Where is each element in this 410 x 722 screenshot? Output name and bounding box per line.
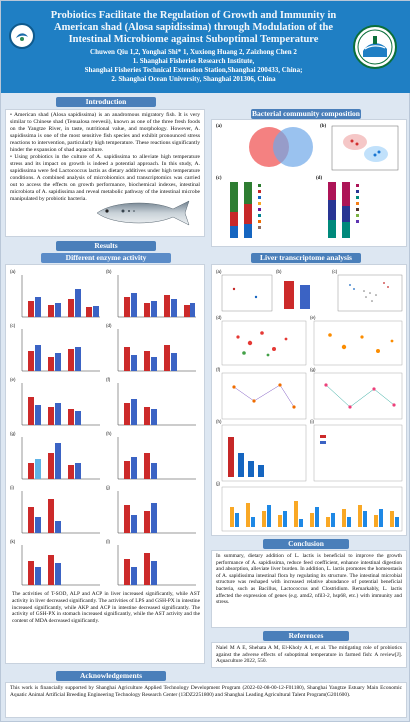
svg-text:(h): (h) [216,419,222,424]
bacterial-panel: (a) (b) (c) (d) [211,119,407,247]
enzyme-bar-charts: (a) (b) (c) (d) (e) (f) (g) (h) (i) (j) (k) (l… [10,269,196,586]
intro-paragraph-1: • American shad (Alosa sapidissima) is a… [10,112,200,153]
genus-stacked-bar [328,182,359,238]
acknowledgements-text: This work is financially supported by Sh… [10,685,402,698]
author-list: Chuwen Qiu 1,2, Yonghai Shi* 1, Xuxiong … [90,48,297,56]
svg-text:(f): (f) [106,377,111,382]
svg-text:(d): (d) [106,323,112,328]
liver-panel: (a) (b) (c) (d) (e) (f) (g) (h) (i) (j) [211,264,407,536]
fig-label-a: (a) [216,124,222,129]
acknowledgements-heading: Acknowledgements [56,671,166,681]
svg-text:(c): (c) [10,323,16,328]
svg-text:(b): (b) [276,269,282,274]
reference-item: Naiel M A E, Shehata A M, El-Kholy A I, … [216,645,402,665]
liver-heading: Liver transcriptome analysis [251,253,361,263]
poster-title: Probiotics Facilitate the Regulation of … [50,10,337,45]
affiliation-3: 2. Shanghai Ocean University, Shanghai 2… [111,75,276,83]
svg-text:(c): (c) [332,269,338,274]
results-heading: Results [56,241,156,251]
venn-diagram [249,127,313,167]
conclusion-heading: Conclusion [263,539,349,549]
svg-text:(b): (b) [106,269,112,274]
liver-transcriptome-figures: (a) (b) (c) (d) (e) (f) (g) (h) (i) (j) [216,269,403,532]
svg-text:(a): (a) [10,269,16,274]
conclusion-panel: In summary, dietary addition of L. lacti… [211,550,407,628]
references-panel: Naiel M A E, Shehata A M, El-Kholy A I, … [211,642,407,668]
svg-text:(i): (i) [310,419,314,424]
svg-text:(i): (i) [10,485,14,490]
shad-fish-image [96,200,190,226]
references-heading: References [263,631,349,641]
svg-text:(j): (j) [216,481,220,486]
acknowledgements-panel: This work is financially supported by Sh… [5,682,407,718]
enzyme-panel: (a) (b) (c) (d) (e) (f) (g) (h) (i) (j) (k) (l… [5,264,205,664]
svg-text:(g): (g) [10,431,16,436]
phylum-stacked-bar [230,182,261,238]
bacterial-heading: Bacterial community composition [251,109,361,119]
svg-text:(g): (g) [310,367,316,372]
affiliation-1: 1. Shanghai Fisheries Research Institute… [132,57,255,65]
conclusion-text: In summary, dietary addition of L. lacti… [216,553,402,606]
affiliation-2: Shanghai Fisheries Technical Extension S… [84,66,303,74]
svg-text:(a): (a) [216,269,222,274]
svg-text:(d): (d) [216,315,222,320]
author-block: Chuwen Qiu 1,2, Yonghai Shi* 1, Xuxiong … [41,48,346,84]
intro-paragraph-2: • Using probiotics in the culture of A. … [10,154,200,202]
university-logo-icon [353,25,397,69]
pcoa-plot [331,125,399,171]
fig-label-d: (d) [316,176,323,181]
svg-text:(e): (e) [310,315,316,320]
svg-text:(l): (l) [106,539,110,544]
svg-text:(j): (j) [106,485,110,490]
enzyme-heading: Different enzyme activity [41,253,171,263]
svg-text:(h): (h) [106,431,112,436]
fig-label-c: (c) [216,176,222,181]
fig-label-b: (b) [320,124,327,129]
svg-text:(f): (f) [216,367,221,372]
enzyme-result-text: The activities of T-SOD, ALP and ACP in … [12,591,200,625]
svg-text:(e): (e) [10,377,16,382]
institute-logo-icon [9,23,35,49]
introduction-heading: Introduction [56,97,156,107]
header-banner: Probiotics Facilitate the Regulation of … [1,1,410,93]
svg-text:(k): (k) [10,539,16,544]
